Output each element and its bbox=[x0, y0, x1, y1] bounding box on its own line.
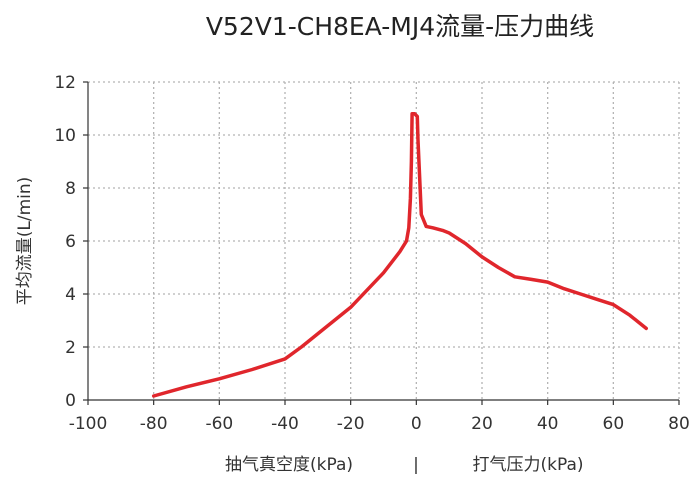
x-tick-label: 20 bbox=[471, 414, 493, 434]
x-axis-title-separator: | bbox=[413, 455, 419, 475]
y-tick-label: 8 bbox=[65, 179, 76, 199]
x-axis-title-vacuum: 抽气真空度(kPa) bbox=[225, 455, 353, 475]
flow-pressure-line bbox=[151, 112, 648, 398]
x-tick-label: -20 bbox=[337, 414, 365, 434]
x-tick-label: 60 bbox=[603, 414, 625, 434]
y-tick-label: 6 bbox=[65, 232, 76, 252]
series bbox=[151, 112, 648, 398]
y-tick-label: 10 bbox=[54, 126, 76, 146]
y-tick-label: 4 bbox=[65, 285, 76, 305]
x-tick-label: -80 bbox=[140, 414, 168, 434]
x-axis-title-pressure: 打气压力(kPa) bbox=[472, 455, 583, 475]
grid bbox=[88, 81, 680, 400]
y-axis-title: 平均流量(L/min) bbox=[15, 177, 35, 306]
x-tick-label: -40 bbox=[271, 414, 299, 434]
y-tick-label: 12 bbox=[54, 73, 76, 93]
x-tick-labels: -100 -80 -60 -40 -20 0 20 40 60 80 bbox=[69, 414, 690, 434]
x-tick-label: 80 bbox=[668, 414, 690, 434]
axes bbox=[83, 81, 680, 405]
x-tick-label: 40 bbox=[537, 414, 559, 434]
x-tick-label: 0 bbox=[411, 414, 422, 434]
y-tick-label: 0 bbox=[65, 391, 76, 411]
y-tick-label: 2 bbox=[65, 338, 76, 358]
y-tick-labels: 0 2 4 6 8 10 12 bbox=[54, 73, 76, 411]
x-tick-label: -100 bbox=[69, 414, 108, 434]
chart-title: V52V1-CH8EA-MJ4流量-压力曲线 bbox=[206, 12, 594, 41]
x-tick-label: -60 bbox=[205, 414, 233, 434]
